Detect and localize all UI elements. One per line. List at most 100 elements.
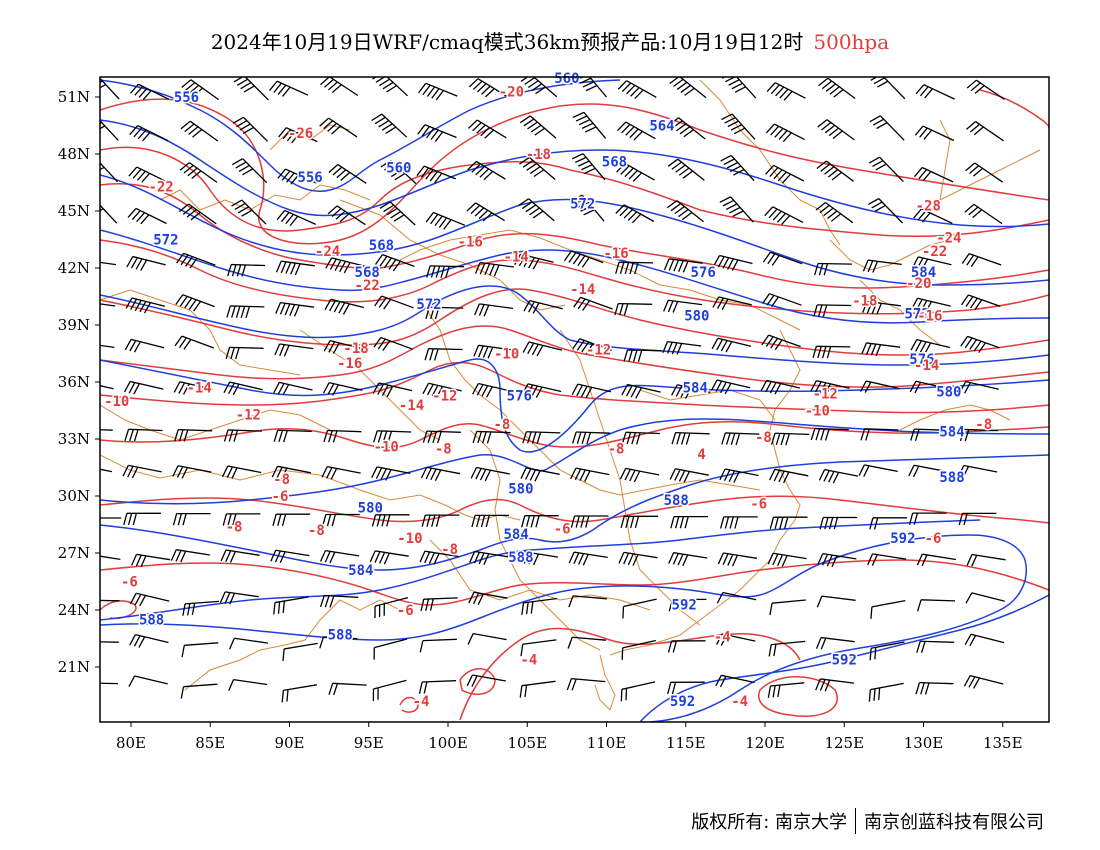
wind-barb: [869, 517, 907, 530]
height-contour-label: 580: [684, 309, 709, 325]
temperature-contour-label: -4: [714, 630, 731, 646]
chart-title: 2024年10月19日WRF/cmaq模式36km预报产品:10月19日12时 5…: [0, 26, 1100, 55]
isotherm-line: [459, 668, 496, 696]
temperature-contour-label: -8: [755, 430, 772, 446]
y-tick-label: 36N: [58, 373, 90, 391]
temperature-contour-label: -12: [432, 388, 457, 404]
temperature-contour-label: 4: [697, 447, 705, 463]
isotherm-line: [100, 98, 1049, 245]
wind-barb: [957, 464, 998, 478]
y-tick-label: 45N: [58, 202, 90, 220]
wind-barb: [129, 125, 169, 142]
temperature-contour-label: -8: [226, 519, 243, 535]
wind-barb: [468, 119, 507, 139]
wind-barb: [372, 382, 413, 398]
wind-barb: [425, 211, 466, 230]
wind-barb: [961, 252, 1002, 268]
temperature-contour-label: -28: [916, 198, 941, 214]
wind-barb: [467, 632, 507, 645]
pressure-level-label: 500hpa: [813, 30, 890, 54]
wind-barb: [228, 637, 269, 650]
wind-barb: [567, 636, 607, 649]
x-tick-label: 130E: [904, 734, 944, 752]
wind-barb: [617, 80, 657, 100]
wind-barb: [620, 681, 656, 702]
wind-barb: [668, 552, 708, 567]
wind-barb: [100, 641, 119, 643]
height-contour-line: [100, 229, 1049, 324]
wind-barb: [571, 153, 606, 181]
wind-barb: [519, 115, 557, 139]
wind-barb: [178, 203, 217, 225]
wind-barb: [223, 381, 263, 396]
wind-barb: [568, 595, 607, 608]
wind-barb: [219, 591, 259, 605]
isotherm-line: [100, 559, 1049, 606]
wind-barb: [518, 551, 559, 566]
title-text: 2024年10月19日WRF/cmaq模式36km预报产品:10月19日12时: [210, 30, 804, 54]
wind-barb: [712, 296, 752, 310]
height-contour-label: 588: [508, 550, 533, 566]
temperature-contour-label: -14: [570, 282, 595, 298]
wind-barb: [810, 427, 849, 441]
wind-barb: [914, 125, 955, 142]
x-tick-label: 135E: [983, 734, 1023, 752]
wind-barb: [964, 633, 1005, 647]
wind-barb: [760, 379, 800, 395]
wind-barb: [270, 549, 310, 563]
wind-barb: [181, 79, 219, 101]
wind-barb: [469, 550, 509, 565]
height-contour-label: 572: [570, 196, 595, 212]
wind-barb: [964, 203, 1003, 225]
isotherm-line: [399, 696, 419, 713]
temperature-contour-label: -10: [494, 347, 519, 363]
wind-barb: [419, 638, 457, 653]
wind-barb: [915, 84, 955, 100]
temperature-contour-label: -8: [493, 417, 510, 433]
wind-barb: [860, 428, 899, 441]
temperature-contour-label: -10: [104, 394, 129, 410]
wind-barb: [324, 298, 364, 315]
wind-barb: [467, 160, 506, 181]
y-tick-label: 48N: [58, 145, 90, 163]
wind-barb: [870, 599, 906, 619]
wind-barb: [815, 636, 855, 650]
wind-barb: [667, 640, 706, 653]
temperature-contour-label: -8: [435, 442, 452, 458]
wind-barb: [762, 293, 802, 308]
wind-barb: [182, 600, 220, 616]
boundary-lines: [100, 79, 1041, 711]
wind-barb: [123, 512, 161, 526]
temperature-contour-label: -12: [813, 386, 838, 402]
wind-barb: [910, 338, 950, 354]
wind-barb: [568, 551, 608, 566]
y-tick-label: 33N: [58, 430, 90, 448]
wind-barb: [328, 682, 367, 696]
wind-barb: [418, 82, 458, 101]
height-contour-label: 568: [602, 155, 627, 171]
wind-barb: [819, 516, 858, 530]
wind-barb: [710, 379, 751, 395]
wind-barb: [422, 430, 461, 444]
y-tick-label: 21N: [58, 658, 90, 676]
wind-barb: [861, 342, 901, 357]
wind-barb: [913, 208, 953, 224]
wind-barb: [181, 642, 219, 658]
temperature-contour-label: -6: [750, 497, 767, 513]
wind-barb: [281, 684, 317, 703]
wind-barb: [566, 677, 606, 691]
temperature-contour-label: -24: [315, 244, 340, 260]
y-tick-label: 51N: [58, 88, 90, 106]
wind-barb: [321, 465, 361, 480]
wind-barb: [766, 82, 806, 101]
wind-barb: [126, 255, 166, 271]
boundary-line: [609, 329, 801, 656]
wind-barb: [319, 594, 359, 608]
wind-barb: [131, 553, 171, 568]
height-contour-label: 572: [416, 297, 441, 313]
wind-barb: [716, 633, 756, 646]
wind-barb: [227, 263, 266, 277]
x-tick-label: 120E: [745, 734, 785, 752]
wind-barb: [616, 162, 655, 182]
wind-barbs: [100, 77, 1006, 703]
